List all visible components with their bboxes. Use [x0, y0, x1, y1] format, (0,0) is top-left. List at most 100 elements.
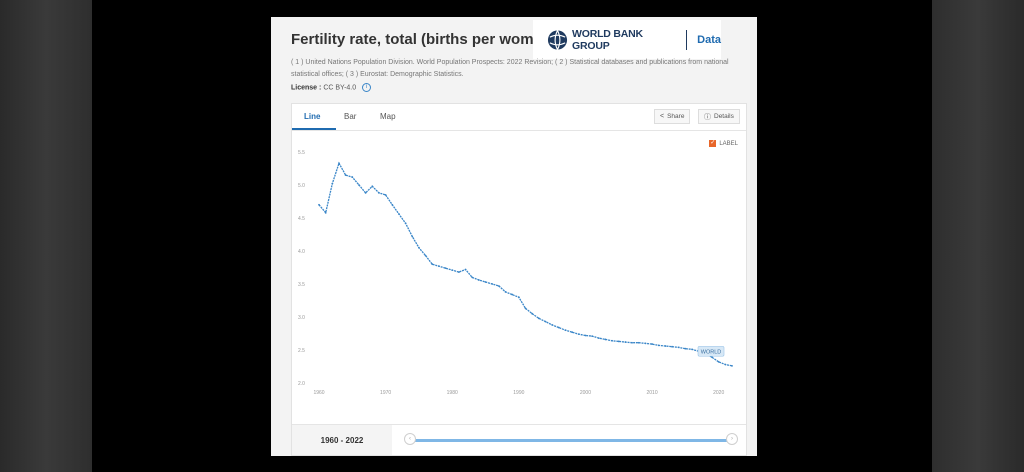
y-tick-label: 2.5 — [298, 348, 305, 354]
page-title: Fertility rate, total (births per woman) — [291, 31, 557, 48]
details-label: Details — [714, 113, 734, 120]
indicator-card: Fertility rate, total (births per woman)… — [271, 17, 757, 456]
data-point — [684, 347, 687, 350]
data-point — [364, 192, 367, 194]
label-toggle-text: LABEL — [719, 140, 738, 147]
line-chart: 2.0 2.5 3.0 3.5 4.0 4.5 5.0 5.5 1960 1970 1980 1990… — [298, 150, 733, 396]
slider-end-handle[interactable]: › — [726, 433, 738, 445]
x-tick-label: 2000 — [580, 390, 591, 396]
logo-data: Data — [697, 33, 721, 46]
data-point — [624, 341, 627, 343]
source-notes: ( 1 ) United Nations Population Division… — [291, 59, 729, 78]
chart-panel: Line Bar Map < Share ⓘ Details ✓ LABEL 2… — [291, 103, 747, 456]
license-line: License : CC BY-4.0 i — [291, 83, 372, 92]
data-point — [331, 182, 334, 185]
x-tick-label: 1970 — [380, 390, 391, 396]
data-point — [644, 342, 647, 345]
data-point — [324, 211, 327, 214]
checkbox-checked-icon: ✓ — [709, 140, 717, 147]
data-point — [651, 343, 653, 345]
data-point — [338, 162, 340, 165]
data-point — [637, 341, 640, 344]
y-tick-label: 5.5 — [298, 150, 305, 156]
share-icon: < — [660, 113, 665, 120]
data-point — [424, 254, 427, 257]
logo-divider — [686, 29, 688, 50]
y-tick-label: 3.0 — [298, 315, 305, 321]
data-point — [378, 192, 380, 194]
data-point — [557, 326, 560, 329]
world-bank-logo[interactable]: WORLD BANK GROUP Data — [533, 20, 721, 59]
y-tick-label: 4.5 — [298, 216, 305, 222]
share-label: Share — [667, 113, 685, 120]
series-line — [318, 161, 733, 367]
data-point — [431, 263, 434, 266]
data-point — [438, 265, 440, 268]
year-range-slider[interactable] — [410, 439, 732, 442]
data-point — [418, 246, 420, 249]
data-point — [544, 320, 547, 323]
data-point — [584, 334, 587, 337]
data-point — [537, 317, 540, 320]
info-icon[interactable]: i — [362, 83, 372, 92]
info-circle-icon: ⓘ — [704, 113, 711, 121]
tab-map[interactable]: Map — [380, 112, 396, 121]
data-point — [411, 235, 414, 238]
data-point — [517, 296, 520, 299]
data-point — [497, 285, 500, 287]
x-tick-label: 1990 — [513, 390, 524, 396]
y-tick-label: 2.0 — [298, 381, 305, 387]
y-tick-label: 3.5 — [298, 282, 305, 288]
data-point — [717, 360, 720, 363]
series-label-box — [697, 345, 725, 357]
data-point — [398, 213, 400, 215]
globe-icon — [547, 29, 568, 50]
data-point — [731, 364, 733, 367]
data-point — [504, 291, 507, 293]
left-backdrop — [0, 0, 92, 472]
data-point — [571, 331, 574, 334]
data-point — [631, 341, 633, 344]
data-point — [351, 176, 354, 178]
share-button[interactable]: < Share — [654, 109, 691, 124]
label-toggle[interactable]: ✓ LABEL — [709, 140, 738, 147]
data-point — [471, 276, 474, 279]
license-label: License : — [291, 84, 322, 92]
data-point — [491, 283, 494, 285]
data-point — [564, 329, 567, 332]
data-point — [524, 307, 527, 310]
data-point — [531, 312, 534, 315]
slider-start-handle[interactable]: ‹ — [404, 433, 416, 445]
x-tick-label: 2020 — [713, 390, 724, 396]
data-point — [591, 335, 594, 338]
y-tick-label: 4.0 — [298, 249, 305, 255]
logo-text: WORLD BANK GROUP — [572, 27, 643, 52]
data-point — [664, 345, 667, 347]
data-point — [318, 203, 320, 206]
data-point — [444, 267, 447, 270]
license-value[interactable]: CC BY-4.0 — [323, 84, 357, 92]
tab-bar[interactable]: Bar — [344, 112, 357, 121]
x-tick-label: 2010 — [647, 390, 658, 396]
data-point — [617, 340, 620, 343]
details-button[interactable]: ⓘ Details — [698, 109, 740, 124]
data-point — [691, 348, 693, 351]
data-point — [657, 344, 660, 347]
data-point — [671, 345, 673, 348]
data-point — [484, 281, 487, 283]
data-point — [577, 333, 580, 336]
x-tick-label: 1980 — [447, 390, 458, 396]
data-point — [457, 271, 460, 274]
data-point — [724, 363, 727, 366]
data-point — [711, 356, 713, 359]
data-point — [604, 338, 607, 341]
chart-tabs: Line Bar Map < Share ⓘ Details — [292, 104, 746, 131]
data-point — [404, 222, 407, 225]
x-tick-label: 1960 — [313, 390, 324, 396]
series-label: WORLD — [701, 349, 722, 355]
data-point — [477, 279, 480, 281]
y-tick-label: 5.0 — [298, 183, 305, 189]
data-point — [451, 269, 454, 272]
tab-line[interactable]: Line — [304, 112, 321, 121]
data-point — [551, 324, 554, 326]
